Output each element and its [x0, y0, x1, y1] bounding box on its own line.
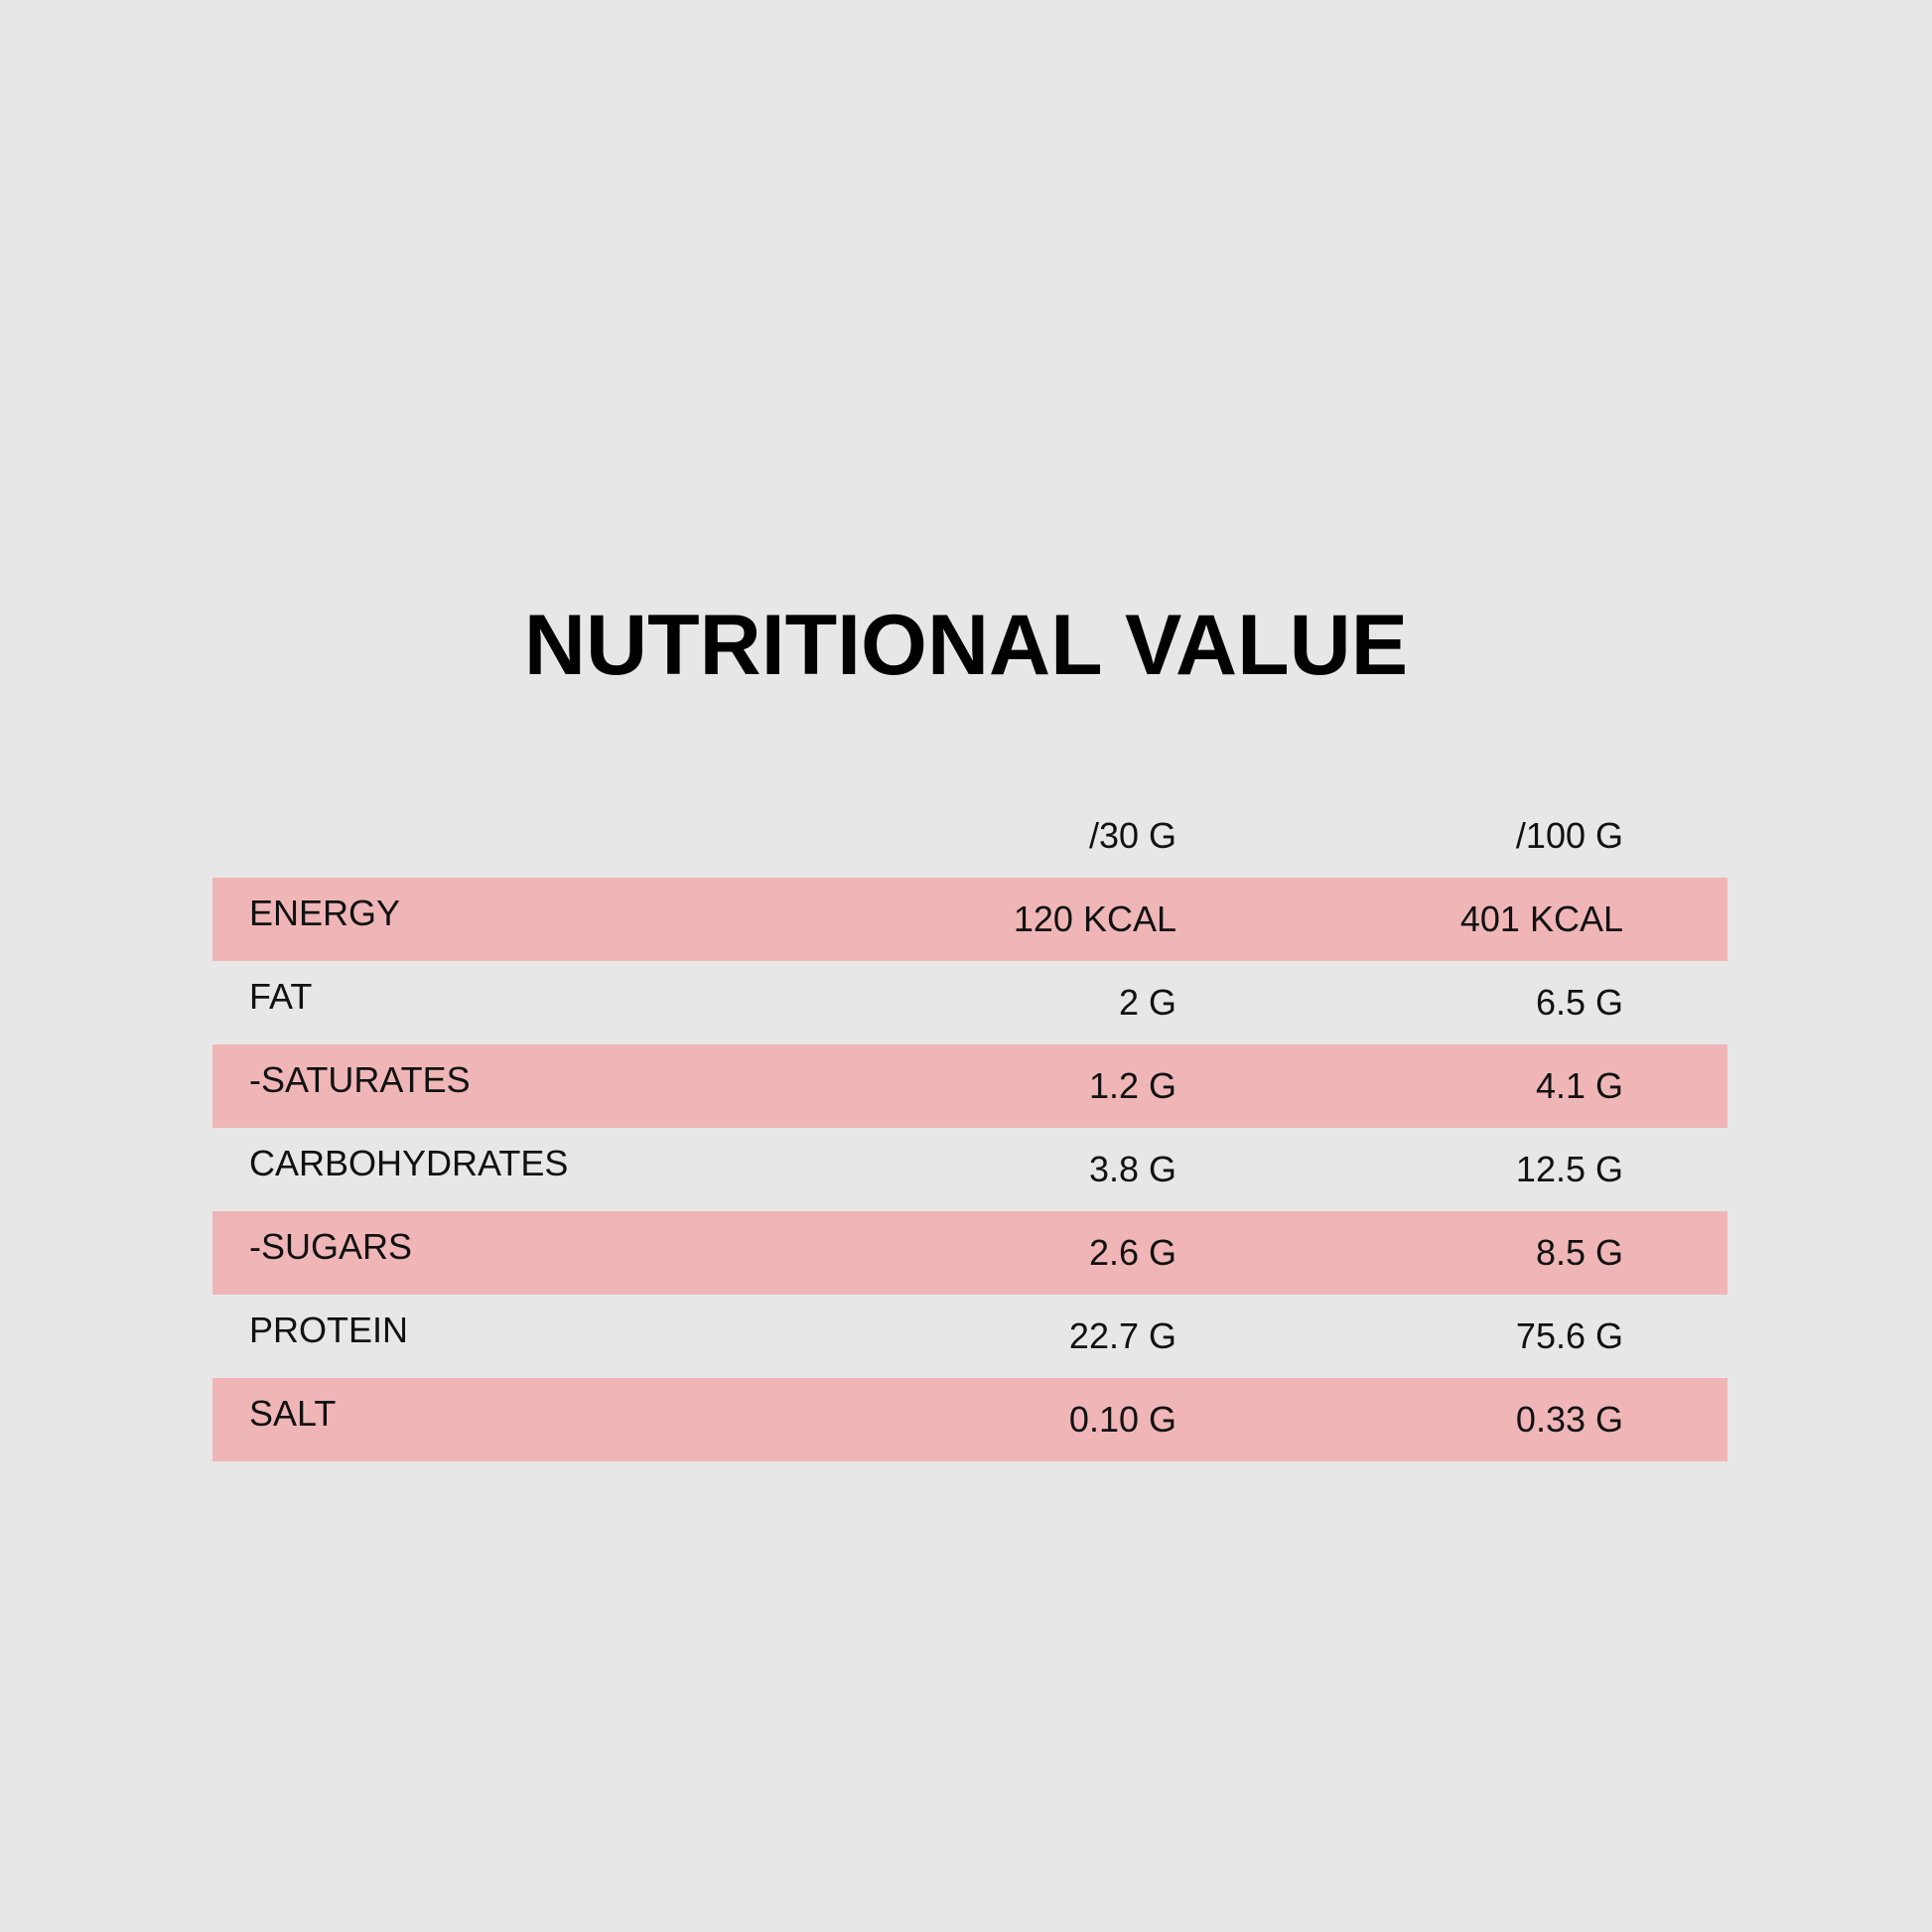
value-per-100g: 8.5 G — [1535, 1232, 1623, 1273]
value-per-30g: 0.10 G — [1068, 1399, 1176, 1440]
value-per-30g: 22.7 G — [1068, 1315, 1176, 1356]
value-per-30g: 2 G — [1118, 982, 1176, 1023]
table-header: /30 G /100 G — [212, 806, 1727, 866]
table-row: ENERGY 120 KCAL 401 KCAL — [212, 878, 1727, 961]
nutrient-name: -SUGARS — [249, 1226, 413, 1267]
nutrient-name: PROTEIN — [249, 1310, 409, 1350]
table-row: SALT 0.10 G 0.33 G — [212, 1378, 1727, 1461]
table-row: -SUGARS 2.6 G 8.5 G — [212, 1211, 1727, 1295]
nutrient-name: FAT — [249, 976, 313, 1017]
nutrition-table: ENERGY 120 KCAL 401 KCAL FAT 2 G 6.5 G -… — [212, 878, 1727, 1461]
value-per-100g: 12.5 G — [1515, 1149, 1623, 1189]
value-per-100g: 6.5 G — [1535, 982, 1623, 1023]
page-title: NUTRITIONAL VALUE — [523, 598, 1409, 693]
value-per-100g: 4.1 G — [1535, 1065, 1623, 1106]
value-per-100g: 75.6 G — [1515, 1315, 1623, 1356]
table-row: FAT 2 G 6.5 G — [212, 961, 1727, 1044]
value-per-30g: 2.6 G — [1088, 1232, 1176, 1273]
value-per-100g: 0.33 G — [1515, 1399, 1623, 1440]
table-row: -SATURATES 1.2 G 4.1 G — [212, 1044, 1727, 1128]
value-per-30g: 1.2 G — [1088, 1065, 1176, 1106]
value-per-30g: 3.8 G — [1088, 1149, 1176, 1189]
nutrient-name: -SATURATES — [249, 1059, 471, 1100]
value-per-30g: 120 KCAL — [1013, 898, 1176, 939]
nutrient-name: SALT — [249, 1393, 337, 1434]
nutrient-name: ENERGY — [249, 893, 401, 933]
table-row: PROTEIN 22.7 G 75.6 G — [212, 1295, 1727, 1378]
column-header-per-100g: /100 G — [1515, 815, 1623, 856]
nutrient-name: CARBOHYDRATES — [249, 1143, 569, 1183]
table-row: CARBOHYDRATES 3.8 G 12.5 G — [212, 1128, 1727, 1211]
value-per-100g: 401 KCAL — [1459, 898, 1623, 939]
column-header-per-30g: /30 G — [1088, 815, 1176, 856]
